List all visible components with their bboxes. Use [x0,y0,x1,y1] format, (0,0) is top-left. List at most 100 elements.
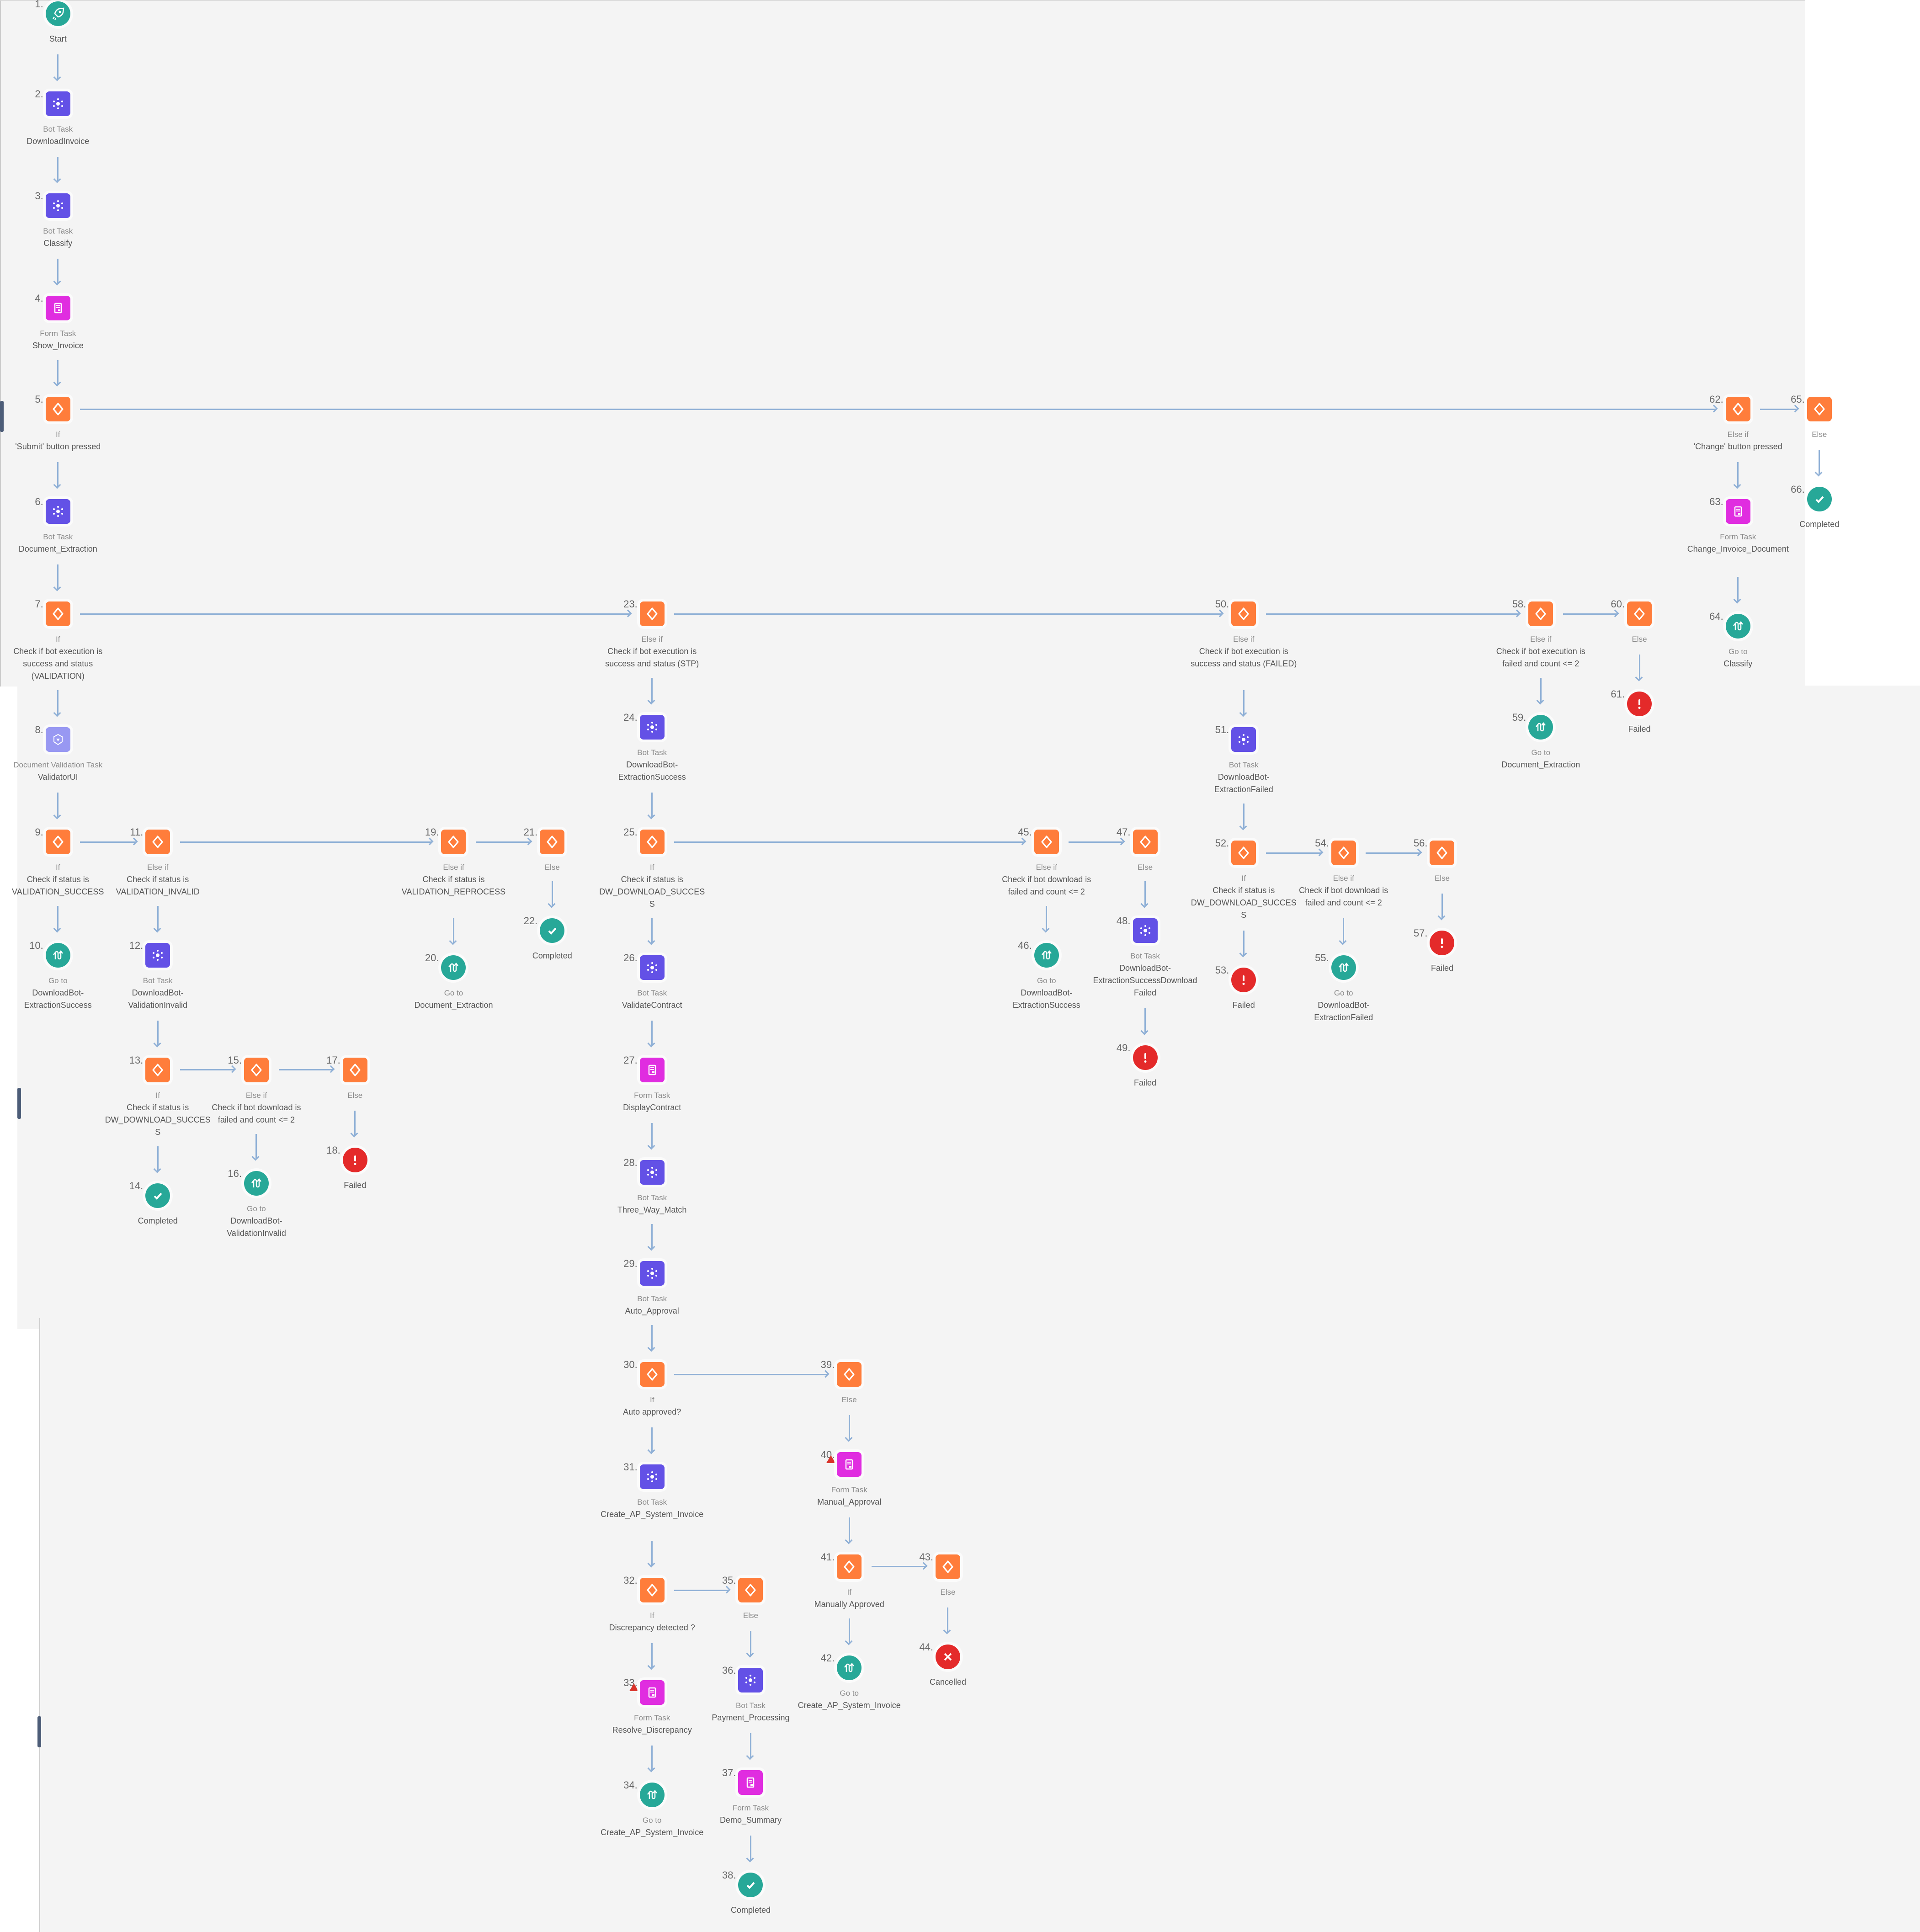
step-number: 8. [35,724,43,736]
decision-diamond-icon[interactable] [1430,841,1455,866]
form-task-icon[interactable] [639,1680,665,1705]
error-icon[interactable] [1627,691,1652,716]
step-labels: Bot Task DownloadBot-ExtractionSuccess [598,746,706,783]
decision-diamond-icon[interactable] [1627,601,1652,627]
form-task-icon[interactable] [837,1452,862,1477]
decision-diamond-icon[interactable] [1231,601,1256,627]
bot-task-icon[interactable] [1231,727,1256,752]
step-labels: Go to DownloadBot-ValidationInvalid [202,1203,310,1240]
decision-diamond-icon[interactable] [540,830,565,855]
bot-task-icon[interactable] [639,1160,665,1185]
step-number: 4. [35,293,43,304]
check-circle-icon[interactable] [540,918,565,943]
decision-diamond-icon[interactable] [639,601,665,627]
decision-diamond-icon[interactable] [639,1362,665,1387]
scroll-handle[interactable] [17,1088,21,1119]
flow-arrow [551,881,553,906]
bot-task-icon[interactable] [639,1464,665,1489]
flow-arrow [57,564,59,590]
branch-arrow [476,841,530,843]
bot-task-icon[interactable] [639,955,665,980]
decision-diamond-icon[interactable] [935,1554,960,1579]
decision-diamond-icon[interactable] [45,601,70,627]
step-name-label: DownloadBot-ExtractionSuccessDownloadFai… [1093,963,1197,998]
decision-diamond-icon[interactable] [441,830,466,855]
decision-diamond-icon[interactable] [1528,601,1553,627]
decision-diamond-icon[interactable] [145,1057,170,1082]
scroll-handle[interactable] [37,1716,41,1747]
form-task-icon[interactable] [639,1057,665,1082]
branch-arrow [674,613,1222,615]
step-labels: Bot Task DownloadBot-ExtractionSuccessDow… [1091,950,1199,999]
step-name-label: Change_Invoice_Document [1687,544,1789,554]
step-labels: Bot Task DownloadInvoice [4,123,112,148]
step-labels: Else [894,1586,1002,1598]
form-task-icon[interactable] [1725,499,1750,524]
step-type-label: Bot Task [43,532,73,542]
decision-diamond-icon[interactable] [738,1578,763,1603]
decision-diamond-icon[interactable] [1807,397,1832,422]
go-to-icon[interactable] [1331,955,1356,980]
go-to-icon[interactable] [837,1655,862,1681]
step-number: 13. [129,1054,144,1066]
go-to-icon[interactable] [1034,943,1059,968]
step-type-label: Go to [247,1204,266,1213]
step-labels: Form Task DisplayContract [598,1089,706,1114]
step-name-label: Failed [1431,963,1453,973]
step-name-label: Check if bot download is failed and coun… [1299,886,1388,908]
step-number: 1. [35,0,43,10]
go-to-icon[interactable] [441,955,466,980]
bot-task-icon[interactable] [738,1668,763,1692]
step-labels: Go to Create_AP_System_Invoice [795,1687,903,1712]
step-type-label: Document Validation Task [13,761,103,770]
document-validation-icon[interactable] [45,727,70,752]
step-name-label: Check if status is VALIDATION_REPROCESS [401,875,506,897]
form-task-icon[interactable] [738,1770,763,1795]
decision-diamond-icon[interactable] [1331,841,1356,866]
step-name-label: Auto approved? [623,1407,681,1417]
bot-task-icon[interactable] [45,91,70,116]
decision-diamond-icon[interactable] [639,830,665,855]
go-to-icon[interactable] [639,1782,665,1807]
bot-task-icon[interactable] [145,943,170,968]
warning-icon [826,1455,836,1464]
error-icon[interactable] [1430,931,1455,956]
cancel-x-icon[interactable] [935,1644,960,1669]
check-circle-icon[interactable] [1807,487,1832,512]
error-icon[interactable] [342,1147,367,1172]
decision-diamond-icon[interactable] [837,1362,862,1387]
go-to-icon[interactable] [45,943,70,968]
decision-diamond-icon[interactable] [45,397,70,422]
go-to-icon[interactable] [1725,614,1750,639]
form-task-icon[interactable] [45,296,70,321]
bot-task-icon[interactable] [639,715,665,740]
error-icon[interactable] [1231,968,1256,993]
decision-diamond-icon[interactable] [1725,397,1750,422]
bot-task-icon[interactable] [639,1261,665,1286]
step-number: 60. [1611,598,1625,610]
scroll-handle[interactable] [0,401,4,432]
step-type-label: Bot Task [637,989,667,998]
step-number: 39. [820,1359,835,1371]
go-to-icon[interactable] [1528,715,1553,740]
step-number: 54. [1315,837,1329,849]
decision-diamond-icon[interactable] [837,1554,862,1579]
decision-diamond-icon[interactable] [1133,830,1158,855]
step-name-label: Payment_Processing [712,1713,790,1722]
go-to-icon[interactable] [244,1171,269,1196]
bot-task-icon[interactable] [45,193,70,218]
bot-task-icon[interactable] [1133,918,1158,943]
step-type-label: Else [1632,635,1647,644]
decision-diamond-icon[interactable] [145,830,170,855]
decision-diamond-icon[interactable] [342,1057,367,1082]
decision-diamond-icon[interactable] [244,1057,269,1082]
bot-task-icon[interactable] [45,499,70,524]
decision-diamond-icon[interactable] [639,1578,665,1603]
check-circle-icon[interactable] [145,1183,170,1208]
decision-diamond-icon[interactable] [1034,830,1059,855]
error-icon[interactable] [1133,1045,1158,1070]
decision-diamond-icon[interactable] [45,830,70,855]
check-circle-icon[interactable] [738,1872,763,1897]
decision-diamond-icon[interactable] [1231,841,1256,866]
rocket-icon[interactable] [45,1,70,26]
